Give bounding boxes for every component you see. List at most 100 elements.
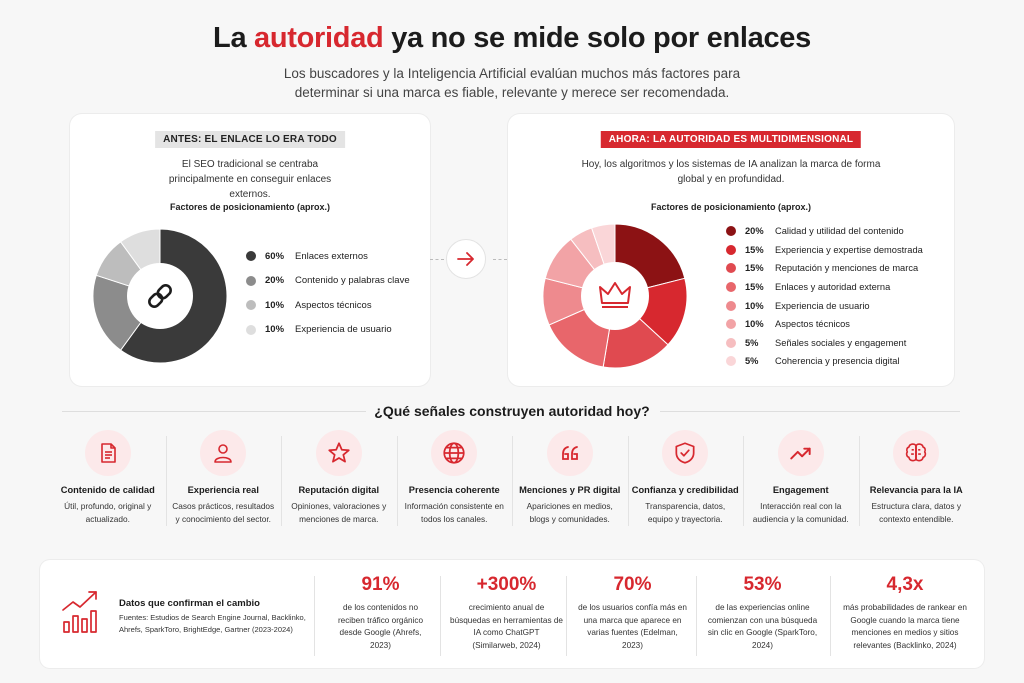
signal-card: Experiencia real Casos prácticos, result… xyxy=(165,430,282,530)
arrow-right-icon xyxy=(446,239,486,279)
legend-dot xyxy=(726,356,736,367)
after-badge: AHORA: LA AUTORIDAD ES MULTIDIMENSIONAL xyxy=(600,131,862,148)
signal-title: Menciones y PR digital xyxy=(519,485,621,495)
legend-item: 10% Aspectos técnicos xyxy=(726,315,923,334)
signal-title: Presencia coherente xyxy=(408,485,500,495)
stat-item: 53% de las experiencias online comienzan… xyxy=(696,572,829,660)
legend-pct: 20% xyxy=(265,275,285,287)
legend-pct: 15% xyxy=(745,244,764,255)
signal-title: Engagement xyxy=(772,485,829,495)
signal-title: Confianza y credibilidad xyxy=(631,485,739,495)
stat-text: más probabilidades de rankear en Google … xyxy=(843,603,967,650)
legend-pct: 10% xyxy=(265,324,285,336)
legend-dot xyxy=(246,275,256,286)
quote-icon xyxy=(546,430,593,476)
legend-label: Calidad y utilidad del contenido xyxy=(775,226,904,237)
stat-item: 70% de los usuarios confía más en una ma… xyxy=(566,572,699,660)
connector-line-right xyxy=(493,259,507,260)
legend-dot xyxy=(726,263,736,274)
star-icon xyxy=(315,430,362,476)
crown-icon xyxy=(599,282,631,308)
signal-description: Información consistente en todos los can… xyxy=(404,501,504,524)
legend-pct: 20% xyxy=(745,226,764,237)
legend-pct: 5% xyxy=(745,337,759,348)
legend-item: 20% Contenido y palabras clave xyxy=(246,269,410,294)
after-legend: 20% Calidad y utilidad del contenido 15% E… xyxy=(726,222,923,371)
user-icon xyxy=(200,430,247,476)
signal-card: Contenido de calidad Útil, profundo, ori… xyxy=(50,430,166,530)
stat-value: 53% xyxy=(743,574,782,595)
stat-item: 91% de los contenidos no reciben tráfico… xyxy=(314,572,447,660)
legend-item: 5% Coherencia y presencia digital xyxy=(726,352,923,371)
legend-label: Aspectos técnicos xyxy=(295,299,372,311)
legend-item: 60% Enlaces externos xyxy=(246,244,410,269)
before-chart-title: Factores de posicionamiento (aprox.) xyxy=(169,202,331,212)
legend-dot xyxy=(726,319,736,330)
stat-text: de las experiencias online comienzan con… xyxy=(707,603,818,650)
section-divider-right xyxy=(660,411,960,412)
stat-value: 91% xyxy=(361,574,400,595)
page-title: La autoridad ya no se mide solo por enla… xyxy=(0,22,1024,55)
globe-icon xyxy=(431,430,478,476)
before-panel: ANTES: EL ENLACE LO ERA TODO El SEO trad… xyxy=(70,114,430,386)
signal-title: Contenido de calidad xyxy=(60,485,155,495)
title-accent: autoridad xyxy=(254,22,384,54)
after-chart-title: Factores de posicionamiento (aprox.) xyxy=(650,202,812,212)
legend-dot xyxy=(726,226,736,237)
legend-dot xyxy=(726,337,736,348)
legend-item: 15% Experiencia y expertise demostrada xyxy=(726,241,923,260)
legend-dot xyxy=(726,300,736,311)
legend-label: Aspectos técnicos xyxy=(775,319,850,330)
legend-dot xyxy=(726,244,736,255)
brain-icon xyxy=(893,430,940,476)
legend-pct: 5% xyxy=(745,356,759,367)
legend-pct: 10% xyxy=(745,319,764,330)
legend-item: 10% Aspectos técnicos xyxy=(246,293,410,318)
signal-title: Relevancia para la IA xyxy=(869,485,963,495)
before-description: El SEO tradicional se centraba principal… xyxy=(168,159,332,200)
signal-card: Relevancia para la IA Estructura clara, … xyxy=(858,430,975,530)
legend-label: Contenido y palabras clave xyxy=(295,275,410,287)
title-text-end: ya no se mide solo por enlaces xyxy=(383,22,811,54)
signal-card: Confianza y credibilidad Transparencia, … xyxy=(627,430,744,530)
signal-description: Interacción real con la audiencia y la c… xyxy=(752,501,849,524)
signals-section-title: ¿Qué señales construyen autoridad hoy? xyxy=(374,403,650,419)
stat-item: +300% crecimiento anual de búsquedas en … xyxy=(440,572,573,660)
page-subtitle: Los buscadores y la Inteligencia Artific… xyxy=(283,66,741,100)
growth-chart-icon xyxy=(62,591,97,633)
signal-card: Presencia coherente Información consiste… xyxy=(396,430,513,530)
legend-item: 15% Reputación y menciones de marca xyxy=(726,259,923,278)
after-donut-chart xyxy=(542,223,688,369)
legend-label: Señales sociales y engagement xyxy=(775,337,907,348)
legend-pct: 15% xyxy=(745,282,764,293)
before-donut-chart xyxy=(92,228,228,364)
trend-up-icon xyxy=(777,430,824,476)
signal-title: Reputación digital xyxy=(298,485,380,495)
legend-dot xyxy=(246,300,256,311)
stat-text: de los usuarios confía más en una marca … xyxy=(578,603,687,650)
title-text-start: La xyxy=(213,22,255,54)
legend-pct: 60% xyxy=(265,250,285,262)
legend-item: 10% Experiencia de usuario xyxy=(726,296,923,315)
legend-dot xyxy=(726,282,736,293)
legend-dot xyxy=(246,324,256,335)
stats-title: Datos que confirman el cambio xyxy=(119,598,260,609)
signal-card: Reputación digital Opiniones, valoracion… xyxy=(281,430,397,530)
legend-pct: 10% xyxy=(265,299,285,311)
stat-item: 4,3x más probabilidades de rankear en Go… xyxy=(830,572,980,660)
legend-label: Coherencia y presencia digital xyxy=(775,356,900,367)
signal-description: Útil, profundo, original y actualizado. xyxy=(64,501,152,524)
legend-label: Experiencia de usuario xyxy=(295,324,392,336)
signal-description: Estructura clara, datos y contexto enten… xyxy=(871,501,961,524)
legend-dot xyxy=(246,251,256,262)
document-icon xyxy=(84,430,131,476)
legend-label: Experiencia y expertise demostrada xyxy=(775,244,923,255)
legend-item: 5% Señales sociales y engagement xyxy=(726,334,923,353)
legend-label: Reputación y menciones de marca xyxy=(775,263,919,274)
signal-description: Transparencia, datos, equipo y trayector… xyxy=(645,501,726,524)
legend-pct: 15% xyxy=(745,263,764,274)
stat-value: 4,3x xyxy=(886,574,924,595)
donut-center xyxy=(581,262,649,330)
legend-item: 20% Calidad y utilidad del contenido xyxy=(726,222,923,241)
stat-value: +300% xyxy=(476,574,537,595)
